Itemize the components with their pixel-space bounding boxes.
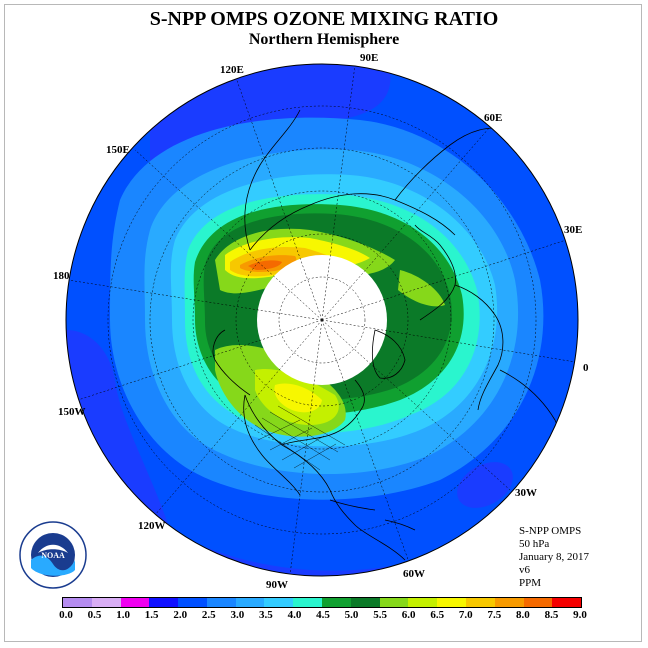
coast-greenland <box>371 329 406 379</box>
meridian-60w <box>321 319 411 566</box>
colorbar-swatch <box>552 598 582 607</box>
meridian-90e <box>321 64 356 321</box>
colorbar-swatch <box>206 598 236 607</box>
meridian-150w <box>77 319 323 401</box>
coast-asia <box>244 109 506 251</box>
colorbar-swatch <box>149 598 179 607</box>
noaa-logo-wave <box>31 555 75 576</box>
graticule <box>67 64 576 576</box>
ozone-field <box>66 64 578 576</box>
colorbar-swatch <box>523 598 553 607</box>
meridian-60e <box>321 126 491 321</box>
meridian-30e <box>321 239 567 321</box>
colorbar-swatch <box>379 598 409 607</box>
noaa-logo-text: NOAA <box>41 551 65 560</box>
noaa-logo-bird <box>38 544 68 553</box>
colorbar-swatch <box>63 598 92 607</box>
colorbar-swatch <box>494 598 524 607</box>
colorbar-tick-label: 2.0 <box>173 609 188 621</box>
meridian-180 <box>67 279 323 321</box>
lon-label-120e: 120E <box>220 64 244 76</box>
colorbar <box>62 597 582 608</box>
colorbar-tick-label: 0.5 <box>87 609 102 621</box>
colorbar-labels: 0.0 0.5 1.0 1.5 2.0 2.5 3.0 3.5 4.0 4.5 5.0 5.5 6.0 6… <box>0 609 648 623</box>
colorbar-tick-label: 7.5 <box>487 609 502 621</box>
colorbar-swatch <box>120 598 150 607</box>
lat-circle-70 <box>235 233 409 407</box>
lon-label-150w: 150W <box>58 406 86 418</box>
lat-circle-80 <box>278 276 366 364</box>
colorbar-tick-label: 8.0 <box>516 609 530 621</box>
colorbar-tick-label: 1.0 <box>116 609 130 621</box>
lat-circle-50 <box>149 147 495 493</box>
meridian-120w <box>154 319 323 516</box>
colorbar-swatch <box>91 598 121 607</box>
colorbar-tick-label: 3.0 <box>230 609 245 621</box>
colorbar-tick-label: 6.0 <box>401 609 416 621</box>
lon-label-180: 180 <box>53 270 70 282</box>
colorbar-swatch <box>264 598 294 607</box>
map-subtitle: Northern Hemisphere <box>248 31 400 48</box>
coast-alaska <box>212 329 251 396</box>
us-grid <box>254 405 346 471</box>
meridian-0 <box>321 319 576 363</box>
lon-label-60w: 60W <box>403 568 425 580</box>
colorbar-swatch <box>235 598 265 607</box>
lat-circle-40 <box>107 105 537 535</box>
lon-label-120w: 120W <box>138 520 166 532</box>
colorbar-tick-label: 2.5 <box>201 609 216 621</box>
colorbar-tick-label: 6.5 <box>430 609 445 621</box>
colorbar-swatch <box>350 598 380 607</box>
field-band-5-5-right <box>398 270 445 307</box>
lon-label-60e: 60E <box>484 112 502 124</box>
us-grid-lines <box>254 405 346 471</box>
colorbar-tick-label: 8.5 <box>544 609 559 621</box>
colorbar-swatch <box>465 598 495 607</box>
coast-europe <box>414 224 504 411</box>
field-dark-blue-right <box>457 462 513 508</box>
lon-label-90e: 90E <box>360 52 378 64</box>
field-band-6-5 <box>274 383 322 413</box>
colorbar-swatch <box>437 598 466 607</box>
colorbar-swatch <box>178 598 207 607</box>
info-block: S-NPP OMPS 50 hPa January 8, 2017 v6 PPM <box>519 525 589 590</box>
map-outline <box>65 63 579 577</box>
info-pressure: 50 hPa <box>519 538 550 550</box>
meridian-120e <box>234 74 323 321</box>
colorbar-tick-label: 9.0 <box>573 609 587 621</box>
colorbar-swatch <box>322 598 351 607</box>
colorbar-tick-label: 1.5 <box>144 609 159 621</box>
colorbar-swatch <box>293 598 323 607</box>
map-title: S-NPP OMPS OZONE MIXING RATIO <box>149 8 499 30</box>
meridian-90w <box>289 319 323 576</box>
noaa-logo: NOAA <box>19 521 87 589</box>
colorbar-tick-label: 5.0 <box>344 609 359 621</box>
info-date: January 8, 2017 <box>519 551 589 563</box>
lon-label-30e: 30E <box>564 224 582 236</box>
colorbar-tick-label: 7.0 <box>458 609 473 621</box>
colorbar-swatch <box>408 598 438 607</box>
colorbar-tick-label: 4.5 <box>316 609 330 621</box>
longitude-labels: 90E 60E 30E 0 30W 60W 90W 120W 150W 180 … <box>53 52 589 591</box>
coast-north-america <box>243 379 406 561</box>
colorbar-tick-label: 3.5 <box>259 609 273 621</box>
colorbar-tick-label: 0.0 <box>59 609 73 621</box>
field-dark-blue-left <box>66 330 170 530</box>
colorbar-tick-label: 4.0 <box>287 609 302 621</box>
coast-caribbean <box>329 499 416 531</box>
lat-circle-60 <box>192 190 452 450</box>
info-instrument: S-NPP OMPS <box>519 525 582 537</box>
info-units: PPM <box>519 577 542 589</box>
colorbar-tick-label: 5.5 <box>373 609 387 621</box>
lon-label-90w: 90W <box>266 579 288 591</box>
lon-label-150e: 150E <box>106 144 130 156</box>
lon-label-0: 0 <box>583 362 589 374</box>
coastlines <box>212 109 561 561</box>
lon-label-30w: 30W <box>515 487 537 499</box>
info-version: v6 <box>519 564 530 576</box>
field-band-8-0 <box>248 260 282 270</box>
